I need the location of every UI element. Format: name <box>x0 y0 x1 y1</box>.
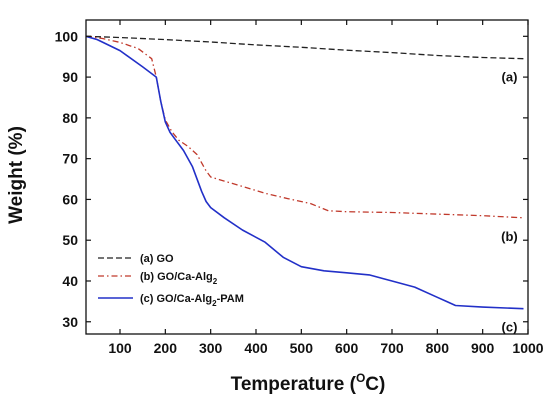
legend-label-sub: 2 <box>212 299 217 308</box>
x-axis-title-main: Temperature <box>231 374 345 395</box>
series-tag-1: (a) <box>502 70 518 85</box>
y-axis-title: Weight (%) <box>6 126 27 224</box>
x-tick-label: 1000 <box>512 340 543 356</box>
y-tick-label: 40 <box>62 273 78 289</box>
axes: 100 200 300 400 500 600 700 800 900 1000 30 40 50 60 7… <box>55 19 544 356</box>
x-tick-label: 300 <box>199 340 223 356</box>
series-line-1 <box>85 35 524 60</box>
legend-label-main: (a) GO <box>140 253 174 265</box>
y-tick-label: 30 <box>62 314 78 330</box>
legend-label-3: (c) GO/Ca-Alg2-PAM <box>140 293 244 308</box>
x-tick-label: 800 <box>426 340 450 356</box>
x-axis-title-close: ) <box>379 374 385 395</box>
legend: (a) GO(b) GO/Ca-Alg2(c) GO/Ca-Alg2-PAM <box>98 253 244 308</box>
x-axis-title-unit-sup: O <box>356 371 365 385</box>
legend-label-1: (a) GO <box>140 253 174 265</box>
y-tick-label: 80 <box>62 110 78 126</box>
legend-label-main: (b) GO/Ca-Alg <box>140 271 213 283</box>
x-tick-label: 200 <box>154 340 178 356</box>
legend-label-main: (c) GO/Ca-Alg <box>140 293 212 305</box>
series-tag-3: (c) <box>502 320 518 335</box>
legend-label-2: (b) GO/Ca-Alg2 <box>140 271 218 286</box>
y-tick-label: 90 <box>62 69 78 85</box>
x-tick-label: 400 <box>244 340 268 356</box>
x-axis-title: Temperature (OC) <box>231 371 386 395</box>
x-tick-label: 100 <box>108 340 132 356</box>
x-tick-label: 700 <box>380 340 404 356</box>
plot-frame <box>85 19 529 335</box>
y-tick-label: 100 <box>55 28 79 44</box>
x-tick-label: 500 <box>290 340 314 356</box>
series-line-2 <box>85 35 524 219</box>
legend-label-sub: 2 <box>213 277 218 286</box>
x-tick-label: 900 <box>471 340 495 356</box>
series-tag-2: (b) <box>501 229 518 244</box>
x-axis-title-open: ( <box>344 374 356 395</box>
x-axis-title-unit-main: C <box>365 374 379 395</box>
plot-area: (a) (b) (c) <box>85 35 524 335</box>
y-tick-label: 70 <box>62 151 78 167</box>
legend-label-suffix: -PAM <box>217 293 244 305</box>
series-line-3 <box>85 35 524 310</box>
x-tick-label: 600 <box>335 340 359 356</box>
y-tick-label: 60 <box>62 191 78 207</box>
y-tick-label: 50 <box>62 232 78 248</box>
